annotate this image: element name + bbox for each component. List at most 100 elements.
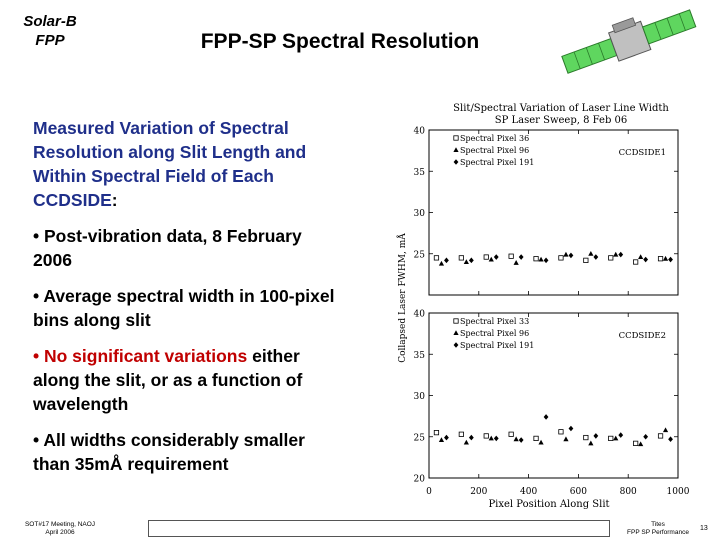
data-point	[538, 256, 544, 262]
bullet-post-vibration: • Post-vibration data, 8 February 2006	[33, 226, 302, 270]
data-point	[518, 254, 524, 260]
data-point	[538, 439, 544, 445]
data-point	[483, 433, 489, 439]
data-point	[638, 254, 644, 260]
data-point	[568, 252, 574, 259]
data-point	[444, 434, 449, 441]
data-point	[508, 431, 514, 437]
x-tick-label: 200	[470, 487, 487, 497]
footer-presentation: Tites FPP SP Performance	[612, 521, 704, 537]
satellite-icon	[561, 9, 697, 74]
y-tick-label: 30	[414, 209, 426, 219]
data-point	[613, 251, 619, 257]
data-point	[508, 253, 514, 259]
legend-entry: Spectral Pixel 96	[460, 329, 529, 338]
data-point	[568, 425, 574, 432]
footer-box	[148, 520, 610, 537]
x-tick-label: 800	[620, 487, 637, 497]
data-point	[543, 257, 549, 264]
data-point	[483, 254, 489, 260]
data-point	[583, 257, 589, 263]
data-point	[463, 259, 469, 264]
bullet-widths-requirement: • All widths considerably smaller than 3…	[33, 430, 305, 474]
chart-title-line1: Slit/Spectral Variation of Laser Line Wi…	[453, 103, 669, 114]
y-tick-label: 30	[414, 392, 426, 402]
data-point	[558, 429, 564, 435]
data-point	[533, 256, 539, 262]
laser-line-width-chart: Slit/Spectral Variation of Laser Line Wi…	[396, 103, 690, 510]
brand-line2: FPP	[35, 32, 65, 49]
legend-entry: Spectral Pixel 96	[460, 146, 529, 155]
legend-entry: Spectral Pixel 191	[460, 158, 534, 167]
legend-marker	[453, 318, 459, 324]
bullet-no-variations-rest: either along the slit, or as a function …	[33, 346, 303, 414]
data-point	[458, 431, 464, 437]
legend-entry: Spectral Pixel 33	[460, 317, 529, 326]
data-point	[608, 435, 614, 442]
legend-marker	[453, 342, 459, 348]
data-point	[668, 256, 673, 263]
data-point	[657, 256, 664, 262]
chart-xlabel: Pixel Position Along Slit	[488, 499, 609, 510]
legend-marker	[453, 147, 459, 152]
data-point	[493, 435, 499, 442]
data-point	[433, 430, 440, 436]
x-tick-label: 1000	[667, 487, 690, 497]
data-point	[613, 435, 619, 441]
data-point	[468, 434, 474, 441]
data-point	[593, 433, 599, 439]
data-point	[468, 257, 474, 264]
footer-meeting: SOT#17 Meeting, NAOJ April 2006	[15, 521, 105, 537]
data-point	[563, 436, 569, 442]
data-point	[533, 435, 539, 442]
data-point	[444, 257, 449, 264]
data-point	[513, 260, 519, 265]
ccdside-label: CCDSIDE1	[619, 148, 666, 158]
data-point	[493, 254, 499, 260]
page-number: 13	[700, 525, 708, 532]
x-tick-label: 400	[520, 487, 537, 497]
data-point	[488, 435, 494, 441]
data-point	[518, 437, 524, 443]
bullet-no-variations-highlight: • No significant variations	[33, 346, 248, 366]
data-point	[662, 255, 669, 261]
y-tick-label: 35	[414, 351, 426, 361]
y-tick-label: 25	[414, 250, 426, 260]
y-tick-label: 20	[414, 475, 426, 485]
data-point	[558, 255, 564, 261]
data-point	[463, 439, 469, 445]
data-point	[668, 436, 673, 443]
footer-presentation-line1: Tites	[651, 521, 665, 528]
data-point	[633, 440, 639, 446]
brand-label: Solar-B FPP	[18, 12, 82, 50]
data-point	[488, 256, 494, 262]
bullet-no-variations: • No significant variations either along…	[33, 344, 343, 416]
data-point	[433, 255, 440, 261]
legend-entry: Spectral Pixel 36	[460, 134, 529, 143]
data-point	[638, 441, 644, 447]
data-point	[588, 250, 594, 256]
body-heading: Measured Variation of Spectral Resolutio…	[33, 118, 307, 210]
data-point	[593, 254, 599, 260]
body-heading-colon: :	[111, 190, 118, 210]
data-point	[543, 414, 549, 420]
footer-meeting-line1: SOT#17 Meeting, NAOJ	[24, 521, 96, 528]
data-point	[643, 433, 649, 440]
data-point	[588, 440, 594, 446]
data-point	[583, 434, 589, 441]
chart-title-line2: SP Laser Sweep, 8 Feb 06	[495, 115, 628, 126]
chart-ylabel: Collapsed Laser FWHM, mÅ	[396, 233, 408, 363]
brand-line1: Solar-B	[23, 13, 77, 30]
data-point	[458, 255, 464, 261]
data-point	[513, 436, 519, 442]
y-tick-label: 40	[414, 310, 426, 320]
slide-body: Measured Variation of Spectral Resolutio…	[33, 116, 343, 488]
data-point	[643, 256, 649, 263]
data-point	[618, 251, 624, 258]
x-tick-label: 0	[426, 487, 432, 497]
bullet-average-width: • Average spectral width in 100-pixel bi…	[33, 286, 335, 330]
slide-title: FPP-SP Spectral Resolution	[200, 30, 480, 53]
footer-meeting-line2: April 2006	[45, 529, 75, 536]
footer-presentation-line2: FPP SP Performance	[627, 529, 689, 536]
y-tick-label: 25	[414, 433, 426, 443]
